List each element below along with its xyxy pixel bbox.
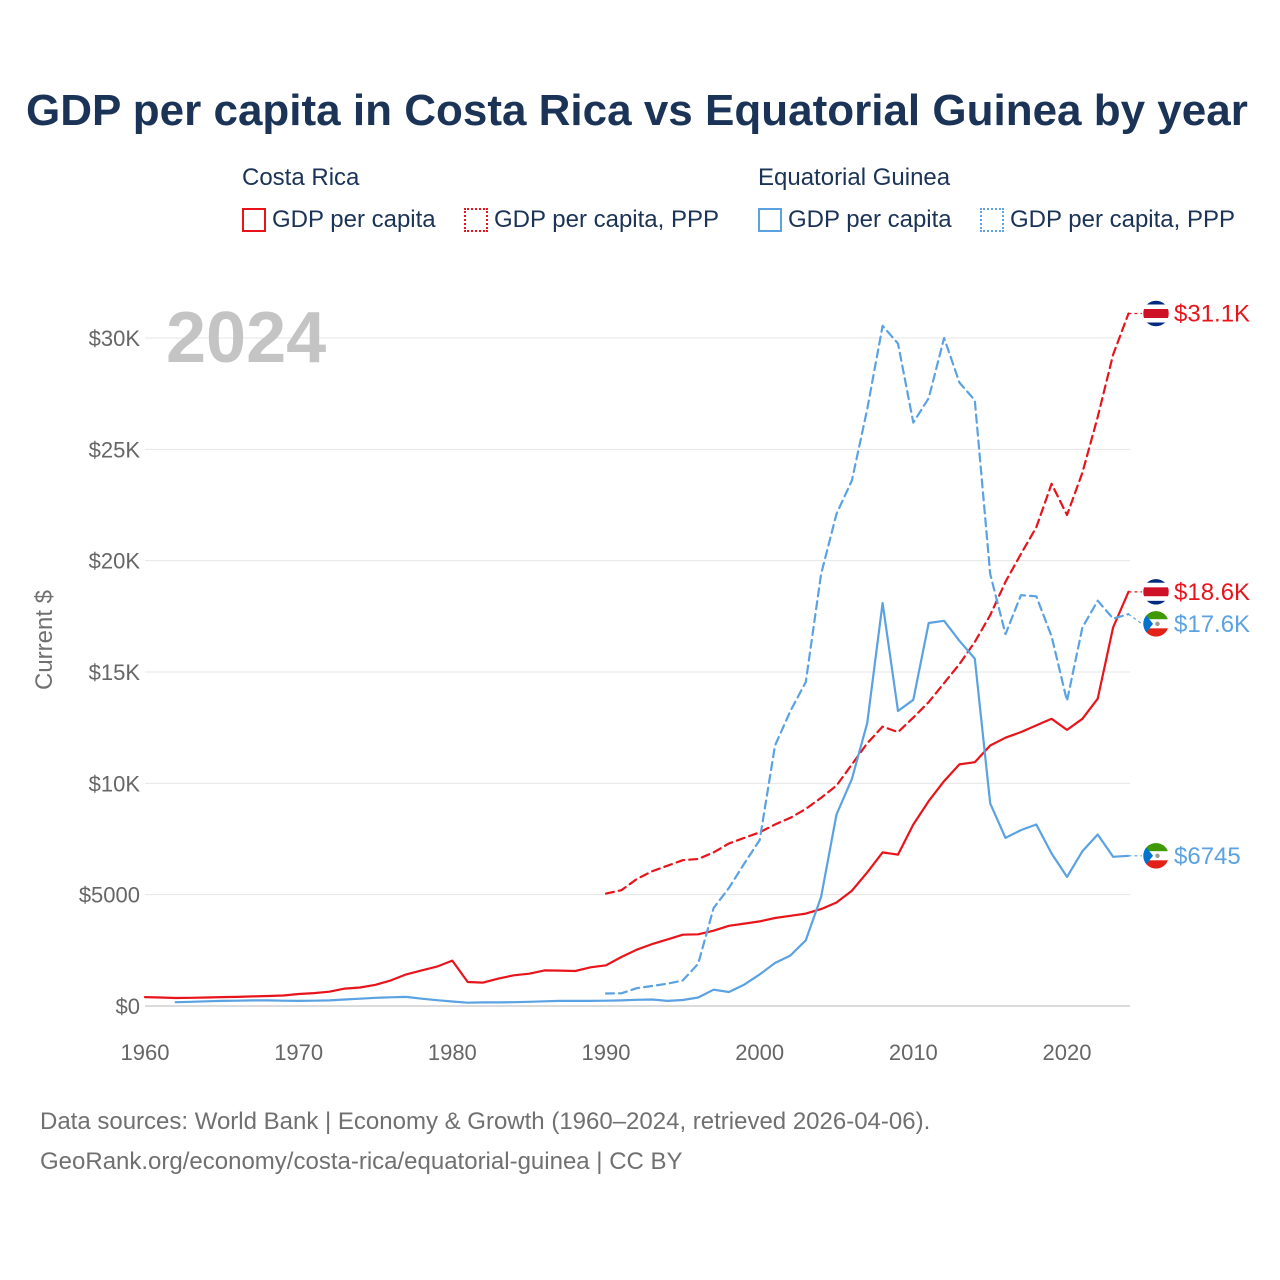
- axis-layer: $0 $5000 $10K $15K $20K $25K $30K 1960 1970 1980 1…: [79, 326, 1092, 1065]
- legend-swatch-dotted: [464, 208, 488, 232]
- y-tick-label: $0: [116, 994, 140, 1019]
- flag-stripe: [1143, 318, 1169, 323]
- flag-stripe: [1143, 300, 1169, 305]
- costa-rica-flag-icon: [1142, 300, 1170, 327]
- year-watermark: 2024: [166, 298, 326, 378]
- y-tick-label: $15K: [89, 660, 141, 685]
- legend-swatch-solid: [758, 208, 782, 232]
- flag-stripe: [1143, 842, 1169, 852]
- equatorial-guinea-flag-icon: [1142, 842, 1170, 870]
- end-label-connector: [1128, 613, 1143, 625]
- legend-item-cr-gdp[interactable]: GDP per capita: [242, 205, 436, 235]
- flag-stripe: [1143, 322, 1169, 327]
- eg-gdp-ppp-line: [604, 324, 1130, 995]
- x-tick-label: 2000: [735, 1040, 784, 1065]
- x-tick-label: 1960: [121, 1040, 170, 1065]
- legend-label: GDP per capita: [272, 206, 436, 233]
- chart-title: GDP per capita in Costa Rica vs Equatori…: [26, 86, 1248, 135]
- eg-gdp-line: [174, 601, 1130, 1004]
- costa-rica-flag-icon: [1142, 578, 1170, 606]
- flag-border: [1142, 842, 1170, 870]
- line-chart: 2024 Current $ $0 $5000 $10K $15K $20K $25K $3…: [31, 298, 1250, 1065]
- flag-stripe: [1143, 582, 1169, 588]
- legend-item-cr-gdp-ppp[interactable]: GDP per capita, PPP: [464, 205, 719, 235]
- end-label-group: $18.6K: [1128, 578, 1250, 606]
- footer-url[interactable]: GeoRank.org/economy/costa-rica/equatoria…: [40, 1148, 683, 1175]
- end-label-group: $17.6K: [1128, 610, 1250, 638]
- end-value-label: $18.6K: [1174, 579, 1250, 606]
- end-label-group: $6745: [1128, 842, 1241, 870]
- series-layer: [143, 312, 1130, 1004]
- y-tick-label: $5000: [79, 883, 140, 908]
- flag-stripe: [1143, 309, 1169, 319]
- y-tick-label: $20K: [89, 549, 141, 574]
- x-tick-label: 2010: [889, 1040, 938, 1065]
- cr-gdp-ppp-line: [604, 312, 1130, 895]
- flag-border: [1142, 578, 1170, 606]
- flag-clip: [1143, 300, 1169, 327]
- flag-border: [1142, 300, 1170, 327]
- flag-emblem: [1155, 621, 1160, 627]
- flag-clip: [1143, 578, 1169, 605]
- flag-clip: [1143, 610, 1169, 637]
- legend-label: GDP per capita: [788, 206, 952, 233]
- end-label-group: $31.1K: [1128, 300, 1250, 328]
- flag-clip: [1143, 842, 1169, 869]
- x-tick-label: 2020: [1043, 1040, 1092, 1065]
- flag-stripe: [1143, 587, 1169, 597]
- y-tick-label: $25K: [89, 437, 141, 462]
- legend-item-eg-gdp[interactable]: GDP per capita: [758, 205, 952, 235]
- x-tick-label: 1980: [428, 1040, 477, 1065]
- legend-label: GDP per capita, PPP: [494, 206, 719, 233]
- cr-gdp-line: [143, 590, 1130, 1000]
- legend-label: GDP per capita, PPP: [1010, 206, 1235, 233]
- y-tick-label: $10K: [89, 771, 141, 796]
- end-label-layer: $18.6K $31.1K $6745 $17.6K: [1128, 300, 1250, 870]
- legend-swatch-dotted: [980, 208, 1004, 232]
- legend-swatch-solid: [242, 208, 266, 232]
- flag-stripe: [1143, 860, 1169, 869]
- footer-source: Data sources: World Bank | Economy & Gro…: [40, 1108, 931, 1135]
- flag-stripe: [1143, 304, 1169, 310]
- legend-group-costa-rica: Costa Rica: [242, 164, 360, 191]
- x-tick-label: 1970: [274, 1040, 323, 1065]
- end-value-label: $31.1K: [1174, 301, 1250, 328]
- end-value-label: $17.6K: [1174, 611, 1250, 638]
- y-axis-label: Current $: [31, 590, 58, 690]
- equatorial-guinea-flag-icon: [1142, 610, 1170, 638]
- end-value-label: $6745: [1174, 843, 1241, 870]
- grid-layer: [145, 337, 1130, 1007]
- flag-stripe: [1143, 628, 1169, 637]
- legend-item-eg-gdp-ppp[interactable]: GDP per capita, PPP: [980, 205, 1235, 235]
- legend-group-equatorial-guinea: Equatorial Guinea: [758, 164, 951, 191]
- flag-stripe: [1143, 610, 1169, 620]
- flag-stripe: [1143, 596, 1169, 601]
- y-tick-label: $30K: [89, 326, 141, 351]
- flag-stripe: [1143, 600, 1169, 605]
- flag-stripe: [1143, 578, 1169, 583]
- x-tick-label: 1990: [582, 1040, 631, 1065]
- flag-border: [1142, 610, 1170, 638]
- flag-emblem: [1155, 853, 1160, 859]
